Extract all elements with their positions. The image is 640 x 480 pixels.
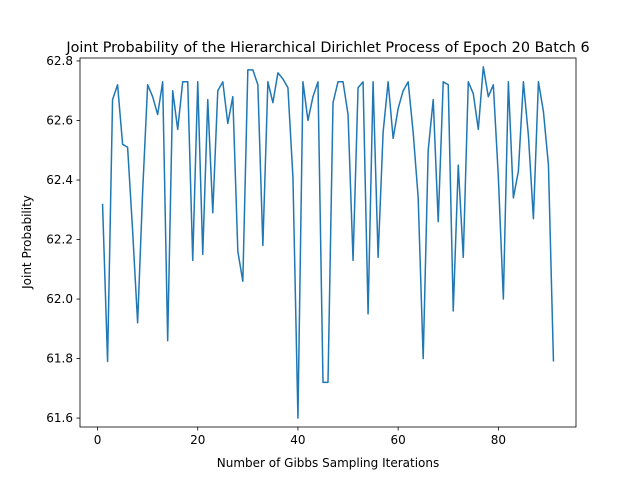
plot-frame — [79, 57, 577, 428]
y-axis: 61.6 61.8 62.0 62.2 62.4 62.6 62.8 — [46, 54, 80, 425]
y-tick-label: 61.8 — [46, 352, 73, 366]
x-axis: 0 20 40 60 80 — [94, 427, 506, 447]
x-tick-label: 60 — [391, 433, 406, 447]
x-tick-label: 20 — [190, 433, 205, 447]
x-tick-label: 80 — [491, 433, 506, 447]
chart-title: Joint Probability of the Hierarchical Di… — [65, 40, 589, 56]
y-tick-label: 62.6 — [46, 113, 73, 127]
y-tick-label: 62.2 — [46, 233, 73, 247]
y-axis-label: Joint Probability — [20, 195, 34, 290]
plot-area — [79, 57, 577, 428]
x-axis-label: Number of Gibbs Sampling Iterations — [217, 456, 439, 470]
series-line-0 — [101, 66, 555, 419]
y-tick-label: 62.0 — [46, 292, 73, 306]
x-tick-label: 40 — [290, 433, 305, 447]
y-tick-label: 62.4 — [46, 173, 73, 187]
y-tick-label: 61.6 — [46, 411, 73, 425]
x-tick-label: 0 — [94, 433, 102, 447]
y-tick-label: 62.8 — [46, 54, 73, 68]
